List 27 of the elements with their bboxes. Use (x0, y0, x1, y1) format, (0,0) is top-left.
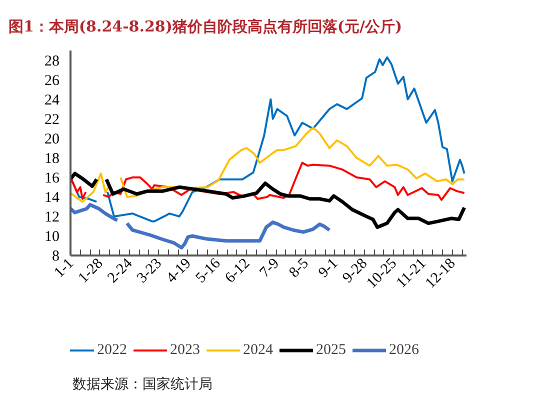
x-tick-label: 4-19 (164, 256, 194, 286)
x-tick-label: 9-1 (316, 256, 342, 282)
x-tick-label: 7-9 (257, 256, 282, 282)
y-tick-label: 20 (44, 131, 60, 148)
source-note: 数据来源：国家统计局 (72, 376, 212, 392)
y-tick-label: 26 (44, 72, 60, 89)
y-tick-label: 18 (44, 150, 60, 167)
y-tick-label: 12 (44, 209, 60, 226)
x-tick-label: 3-23 (134, 256, 165, 286)
x-tick-label: 1-28 (75, 256, 106, 286)
x-tick-label: 8-5 (286, 256, 312, 282)
x-tick-label: 5-16 (192, 255, 224, 286)
y-tick-label: 16 (44, 170, 60, 186)
legend-label: 2023 (170, 342, 200, 358)
x-tick-label: 6-12 (222, 256, 254, 286)
y-tick-label: 28 (44, 53, 60, 70)
legend-label: 2022 (97, 342, 127, 358)
y-tick-label: 24 (44, 92, 60, 108)
y-tick-label: 14 (44, 190, 60, 206)
legend-label: 2024 (243, 342, 273, 358)
y-tick-label: 10 (44, 228, 60, 245)
y-tick-label: 8 (52, 248, 60, 264)
legend-label: 2025 (316, 342, 346, 358)
x-tick-label: 2-24 (104, 255, 136, 286)
chart-title: 图1：本周(8.24-8.28)猪价自阶段高点有所回落(元/公斤) (8, 18, 402, 36)
y-tick-label: 22 (44, 112, 60, 128)
legend-label: 2026 (389, 342, 419, 358)
